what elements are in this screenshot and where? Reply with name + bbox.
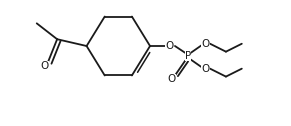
Text: P: P bbox=[185, 51, 191, 61]
Text: O: O bbox=[201, 39, 210, 49]
Text: O: O bbox=[167, 74, 176, 84]
Text: O: O bbox=[201, 64, 210, 74]
Text: O: O bbox=[40, 61, 49, 71]
Text: O: O bbox=[165, 41, 173, 51]
